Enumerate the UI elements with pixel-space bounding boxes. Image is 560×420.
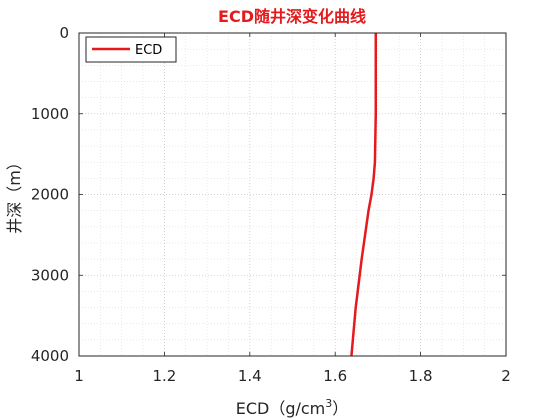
- x-axis-label-superscript: 3: [325, 397, 332, 410]
- chart-title: ECD随井深变化曲线: [218, 7, 366, 26]
- x-axis-label: ECD（g/cm3）: [236, 397, 349, 418]
- x-tick-label: 1.4: [238, 367, 262, 385]
- legend: ECD: [85, 36, 177, 63]
- series-layer: [350, 33, 378, 357]
- y-tick-label: 3000: [31, 266, 69, 284]
- x-tick-label: 1: [74, 367, 84, 385]
- x-tick-label: 1.8: [409, 367, 433, 385]
- legend-label-ecd: ECD: [135, 43, 162, 58]
- y-tick-label: 2000: [31, 186, 69, 204]
- x-axis-label-main: ECD（g/cm: [236, 399, 326, 418]
- y-axis-label: 井深（m）: [5, 154, 24, 234]
- y-tick-label: 1000: [31, 105, 69, 123]
- tick-labels: 1 1.2 1.4 1.6 1.8 2 0 1000 2000 3000 4000: [31, 24, 511, 385]
- series-line-ecd: [350, 33, 378, 357]
- x-axis-label-end: ）: [332, 399, 348, 418]
- x-tick-label: 2: [501, 367, 511, 385]
- axis-ticks: [78, 32, 507, 357]
- y-tick-label: 4000: [31, 347, 69, 365]
- x-tick-label: 1.2: [152, 367, 176, 385]
- x-tick-label: 1.6: [323, 367, 347, 385]
- y-tick-label: 0: [59, 24, 69, 42]
